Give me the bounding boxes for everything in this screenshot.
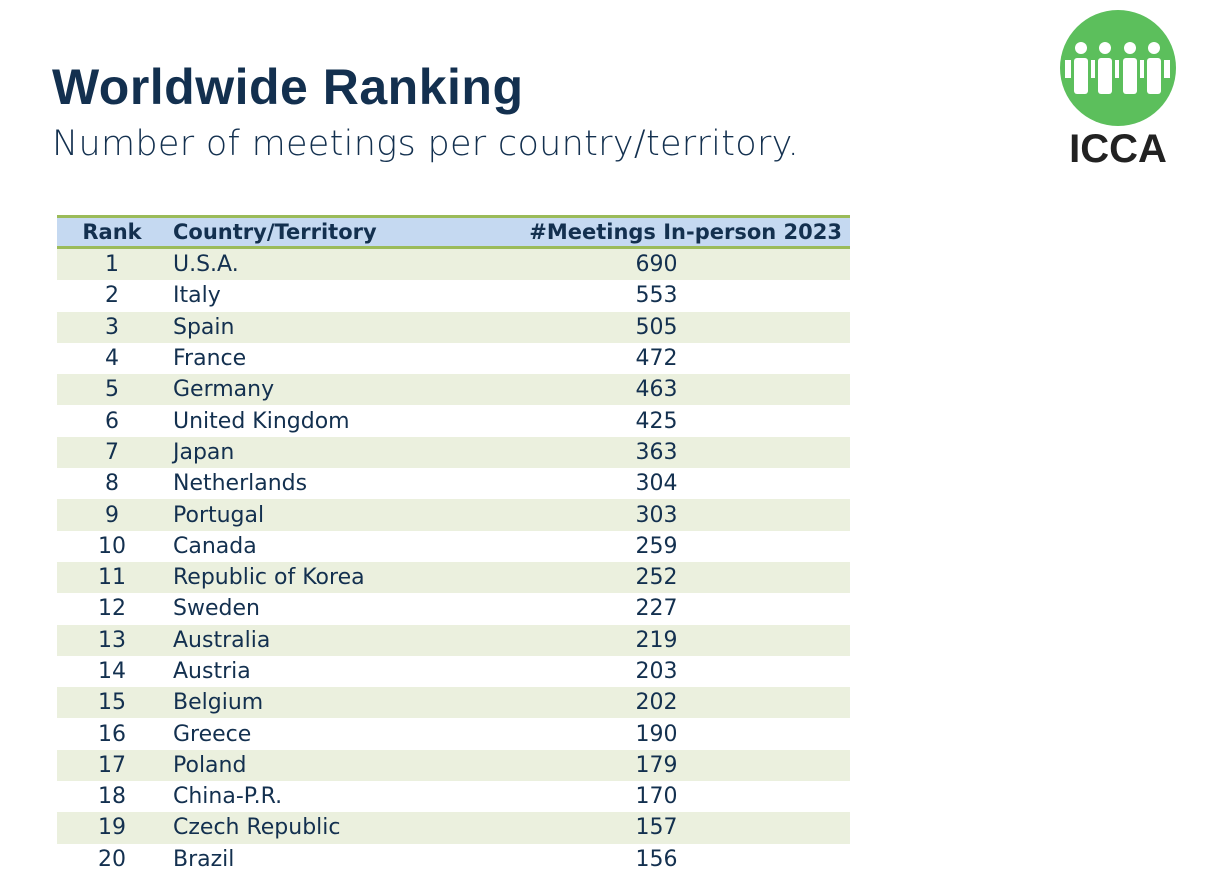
- cell-country: Czech Republic: [173, 815, 341, 841]
- cell-rank: 7: [105, 439, 119, 465]
- cell-rank: 10: [98, 533, 126, 559]
- table-row: 16 Greece 190: [57, 718, 850, 749]
- table-row: 15 Belgium 202: [57, 687, 850, 719]
- cell-meetings: 227: [635, 596, 678, 622]
- cell-meetings: 472: [635, 346, 678, 372]
- table-row: 10 Canada 259: [57, 531, 850, 562]
- cell-meetings: 304: [635, 471, 678, 497]
- cell-country: Italy: [173, 283, 221, 309]
- column-header-rank: Rank: [82, 220, 142, 244]
- cell-meetings: 170: [635, 784, 678, 810]
- cell-country: Spain: [173, 314, 235, 340]
- cell-rank: 1: [105, 252, 119, 278]
- cell-meetings: 553: [635, 283, 678, 309]
- cell-meetings: 505: [635, 314, 678, 340]
- cell-rank: 14: [98, 659, 126, 684]
- cell-meetings: 463: [635, 377, 678, 403]
- table-row: 7 Japan 363: [57, 436, 850, 469]
- cell-country: Canada: [173, 533, 257, 559]
- cell-country: Japan: [173, 439, 235, 465]
- cell-rank: 17: [98, 752, 126, 778]
- cell-country: Australia: [173, 627, 271, 653]
- cell-country: Brazil: [173, 846, 235, 872]
- cell-rank: 6: [105, 408, 119, 434]
- cell-meetings: 259: [635, 533, 678, 559]
- cell-country: China-P.R.: [173, 784, 283, 810]
- cell-meetings: 203: [635, 659, 678, 684]
- cell-rank: 9: [105, 502, 119, 528]
- cell-meetings: 303: [635, 502, 678, 528]
- cell-meetings: 190: [635, 721, 678, 747]
- cell-meetings: 425: [635, 408, 678, 434]
- table-row: 19 Czech Republic 157: [57, 812, 850, 844]
- column-header-meetings: #Meetings In-person 2023: [529, 220, 842, 244]
- table-row: 5 Germany 463: [57, 374, 850, 406]
- cell-rank: 5: [105, 377, 119, 403]
- table-row: 8 Netherlands 304: [57, 468, 850, 499]
- table-row: 2 Italy 553: [57, 280, 850, 311]
- table-row: 12 Sweden 227: [57, 593, 850, 624]
- column-header-country: Country/Territory: [173, 220, 377, 244]
- cell-rank: 19: [98, 815, 126, 841]
- table-row: 20 Brazil 156: [57, 844, 850, 875]
- icca-logo: ICCA: [1060, 10, 1176, 170]
- cell-country: Belgium: [173, 690, 264, 716]
- table-row: 18 China-P.R. 170: [57, 781, 850, 812]
- cell-country: Republic of Korea: [173, 565, 365, 591]
- ranking-table: Rank Country/Territory #Meetings In-pers…: [57, 215, 850, 875]
- cell-rank: 16: [98, 721, 126, 747]
- cell-country: Poland: [173, 752, 247, 778]
- cell-meetings: 252: [635, 565, 678, 591]
- svg-text:ICCA: ICCA: [1069, 127, 1167, 170]
- cell-rank: 15: [98, 690, 126, 716]
- table-row: 4 France 472: [57, 343, 850, 374]
- cell-meetings: 179: [635, 752, 678, 778]
- page-title: Worldwide Ranking: [52, 59, 524, 115]
- cell-rank: 8: [105, 471, 119, 497]
- cell-rank: 4: [105, 346, 119, 372]
- cell-meetings: 690: [635, 252, 678, 278]
- cell-rank: 13: [98, 627, 126, 653]
- cell-meetings: 156: [635, 846, 678, 872]
- cell-country: U.S.A.: [173, 252, 239, 278]
- cell-country: Austria: [173, 659, 251, 684]
- cell-rank: 11: [98, 565, 126, 591]
- table-row: 9 Portugal 303: [57, 499, 850, 531]
- cell-meetings: 202: [635, 690, 678, 716]
- table-header-row: Rank Country/Territory #Meetings In-pers…: [57, 216, 850, 248]
- table-row: 13 Australia 219: [57, 624, 850, 656]
- cell-rank: 3: [105, 314, 119, 340]
- cell-country: France: [173, 346, 247, 372]
- table-row: 3 Spain 505: [57, 311, 850, 343]
- table-row: 11 Republic of Korea 252: [57, 561, 850, 594]
- page-subtitle: Number of meetings per country/territory…: [52, 124, 800, 164]
- cell-country: Portugal: [173, 502, 265, 528]
- cell-country: United Kingdom: [173, 408, 350, 434]
- cell-meetings: 157: [635, 815, 678, 841]
- cell-country: Germany: [173, 377, 275, 403]
- cell-country: Sweden: [173, 596, 260, 622]
- cell-rank: 12: [98, 596, 126, 622]
- cell-rank: 18: [98, 784, 126, 810]
- table-row: 6 United Kingdom 425: [57, 405, 850, 436]
- table-row: 14 Austria 203: [57, 656, 850, 687]
- cell-country: Greece: [173, 721, 252, 747]
- cell-rank: 2: [105, 283, 119, 309]
- cell-country: Netherlands: [173, 471, 308, 497]
- cell-rank: 20: [98, 846, 126, 872]
- cell-meetings: 219: [635, 627, 678, 653]
- table-row: 17 Poland 179: [57, 749, 850, 782]
- cell-meetings: 363: [635, 439, 678, 465]
- table-row: 1 U.S.A. 690: [57, 247, 850, 281]
